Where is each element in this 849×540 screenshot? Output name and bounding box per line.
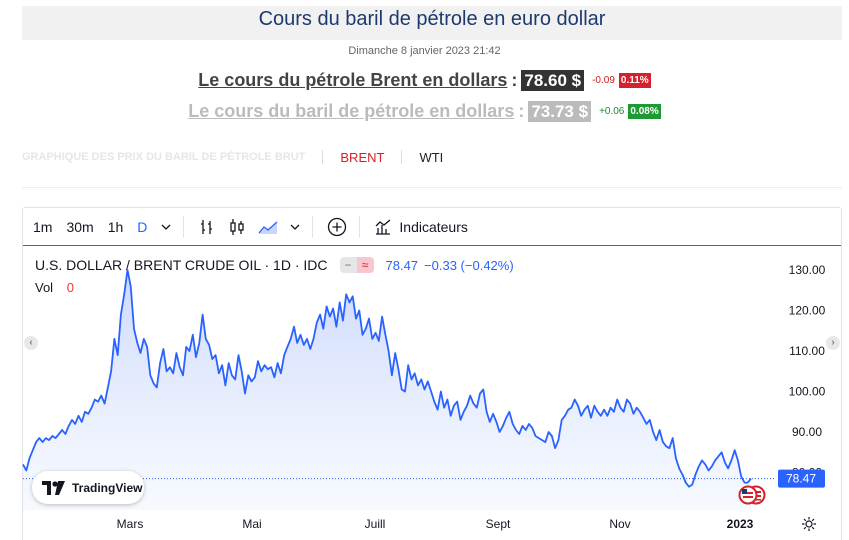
brent-change: -0.09 bbox=[592, 75, 615, 86]
x-tick-label: Sept bbox=[486, 517, 511, 531]
brent-quote-colon: : bbox=[511, 70, 518, 90]
wti-quote-colon: : bbox=[518, 101, 525, 121]
brent-quote-link[interactable]: Le cours du pétrole Brent en dollars bbox=[198, 70, 508, 90]
wti-quote-link[interactable]: Le cours du baril de pétrole en dollars bbox=[188, 101, 515, 121]
volume-label: Vol bbox=[35, 280, 54, 295]
legend-last-price: 78.47 bbox=[385, 257, 419, 273]
tradingview-label: TradingView bbox=[72, 480, 143, 495]
add-circle-icon[interactable] bbox=[327, 217, 347, 237]
y-tick-label: 90.00 bbox=[792, 425, 822, 439]
volume-legend: Vol 0 bbox=[35, 280, 74, 295]
toolbar-separator bbox=[312, 215, 314, 238]
brent-quote-row: Le cours du pétrole Brent en dollars : 7… bbox=[0, 70, 849, 91]
chart-tabs: GRAPHIQUE DES PRIX DU BARIL DE PÉTROLE B… bbox=[22, 148, 443, 166]
chart-tabs-heading: GRAPHIQUE DES PRIX DU BARIL DE PÉTROLE B… bbox=[22, 151, 306, 163]
toolbar-separator bbox=[359, 215, 361, 238]
interval-1h-button[interactable]: 1h bbox=[107, 218, 124, 235]
indicators-icon bbox=[374, 218, 392, 236]
tab-brent[interactable]: BRENT bbox=[340, 149, 385, 165]
x-tick-label: Nov bbox=[609, 517, 630, 531]
flags-icon bbox=[738, 485, 766, 505]
section-divider bbox=[22, 187, 842, 188]
y-tick-label: 120.00 bbox=[789, 304, 826, 318]
x-tick-label: Mars bbox=[117, 517, 144, 531]
legend-pill: − ≈ bbox=[339, 257, 374, 273]
tradingview-logo-icon bbox=[42, 480, 65, 495]
interval-d-button[interactable]: D bbox=[137, 218, 148, 235]
datetime: Dimanche 8 janvier 2023 21:42 bbox=[348, 45, 501, 57]
symbol-legend: U.S. DOLLAR / BRENT CRUDE OIL · 1D · IDC… bbox=[35, 257, 514, 273]
last-price-label: 78.47 bbox=[786, 472, 816, 486]
y-tick-label: 100.00 bbox=[789, 385, 826, 399]
x-tick-label: Mai bbox=[242, 517, 261, 531]
legend-change: −0.33 (−0.42%) bbox=[424, 257, 514, 273]
volume-value: 0 bbox=[66, 280, 74, 295]
page-title: Cours du baril de pétrole en euro dollar bbox=[258, 8, 606, 30]
approx-icon[interactable]: ≈ bbox=[356, 257, 374, 273]
last-price-badge bbox=[778, 469, 825, 488]
interval-30m-button[interactable]: 30m bbox=[66, 218, 94, 235]
brent-price: 78.60 $ bbox=[521, 70, 585, 91]
brent-change-pct: 0.11% bbox=[618, 73, 651, 88]
y-tick-label: 110.00 bbox=[789, 344, 825, 358]
toolbar-separator bbox=[183, 215, 185, 238]
y-tick-label: 130.00 bbox=[789, 263, 826, 277]
tab-separator bbox=[401, 150, 403, 164]
price-line bbox=[22, 269, 752, 488]
bar-chart-icon[interactable] bbox=[198, 218, 216, 236]
gear-icon[interactable] bbox=[801, 516, 817, 532]
scroll-right-arrow[interactable]: › bbox=[826, 336, 840, 350]
tradingview-badge[interactable]: TradingView bbox=[32, 471, 144, 504]
x-tick-label: Juill bbox=[365, 517, 386, 531]
wti-quote-row: Le cours du baril de pétrole en dollars … bbox=[0, 101, 849, 122]
price-area-fill bbox=[23, 270, 751, 510]
x-tick-label: 2023 bbox=[727, 517, 754, 531]
indicators-label: Indicateurs bbox=[399, 218, 468, 235]
area-chart-icon[interactable] bbox=[258, 219, 278, 235]
wti-change-pct: 0.08% bbox=[628, 104, 661, 119]
wti-price: 73.73 $ bbox=[528, 101, 592, 122]
chevron-down-icon[interactable] bbox=[161, 224, 171, 230]
candlestick-icon[interactable] bbox=[228, 218, 246, 236]
tab-wti[interactable]: WTI bbox=[419, 149, 444, 165]
interval-1m-button[interactable]: 1m bbox=[33, 218, 53, 235]
wti-change: +0.06 bbox=[599, 106, 625, 117]
chart-toolbar: 1m 30m 1h D bbox=[23, 208, 841, 246]
scroll-left-arrow[interactable]: ‹ bbox=[24, 336, 38, 350]
title-bar: Cours du baril de pétrole en euro dollar bbox=[22, 6, 842, 40]
symbol-title[interactable]: U.S. DOLLAR / BRENT CRUDE OIL · 1D · IDC bbox=[35, 257, 328, 273]
indicators-button[interactable]: Indicateurs bbox=[374, 218, 468, 236]
minus-icon[interactable]: − bbox=[339, 257, 357, 273]
tab-separator bbox=[322, 150, 324, 164]
chevron-down-icon[interactable] bbox=[290, 224, 300, 230]
